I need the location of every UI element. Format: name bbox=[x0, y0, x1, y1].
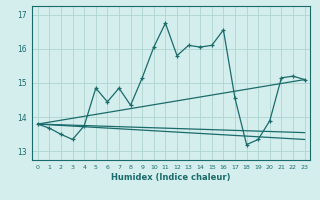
X-axis label: Humidex (Indice chaleur): Humidex (Indice chaleur) bbox=[111, 173, 231, 182]
